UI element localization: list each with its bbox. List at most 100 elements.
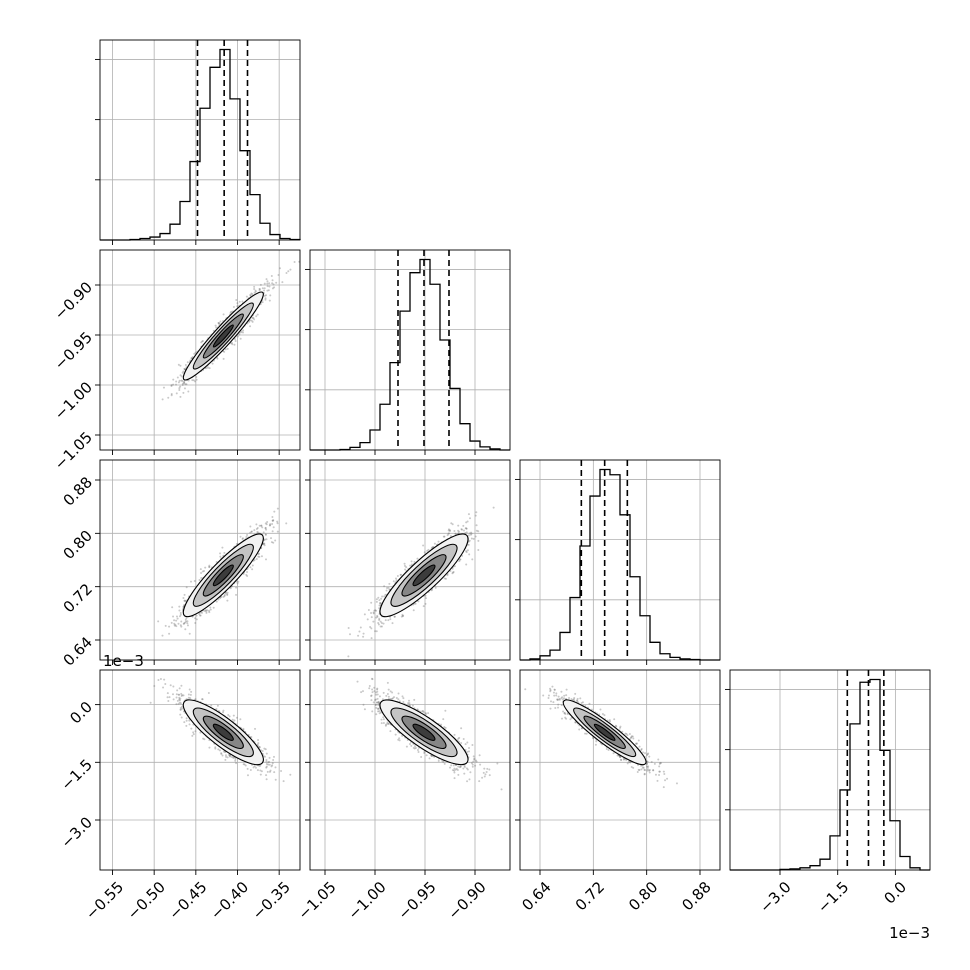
scatter-point (466, 780, 469, 783)
scatter-point (382, 691, 385, 694)
scatter-point (571, 698, 574, 701)
scatter-point (188, 632, 191, 635)
scatter-point (542, 694, 545, 697)
scatter-point (256, 313, 259, 316)
panel-frame-r2-c0 (99, 459, 301, 661)
scatter-point (389, 730, 392, 733)
scatter-point (465, 767, 468, 770)
scatter-point (170, 621, 173, 624)
scatter-point (443, 577, 446, 580)
scatter-point (166, 696, 169, 699)
scatter-point (440, 723, 443, 726)
scatter-point (370, 601, 373, 604)
scatter-point (470, 537, 473, 540)
panel-r3-c0: −0.55−0.50−0.45−0.40−0.35 −3.0 −1.5 0.0 (58, 669, 301, 923)
scatter-point (472, 760, 475, 763)
scatter-point (219, 320, 222, 323)
scatter-point (253, 291, 256, 294)
scatter-point (226, 594, 229, 597)
scatter-point (481, 776, 484, 779)
scatter-point (451, 523, 454, 526)
scatter-point (224, 348, 227, 351)
scatter-point (242, 329, 245, 332)
scatter-point (162, 386, 165, 389)
ytick-label-p1-1: −1.00 (51, 378, 96, 423)
scatter-point (462, 524, 465, 527)
scatter-point (647, 752, 650, 755)
scatter-point (457, 529, 460, 532)
scatter-point (241, 537, 244, 540)
scatter-point (259, 764, 262, 767)
scatter-point (193, 579, 196, 582)
scatter-point (465, 521, 468, 524)
scatter-point (449, 535, 452, 538)
xtick-label-p2-3: 0.88 (678, 878, 714, 914)
scatter-point (215, 326, 218, 329)
scatter-point (272, 519, 275, 522)
scatter-point (253, 529, 256, 532)
scatter-point (179, 395, 182, 398)
scatter-point (460, 727, 463, 730)
scatter-point (374, 609, 377, 612)
histogram-p2 (520, 468, 720, 661)
scatter-point (379, 620, 382, 623)
scatter-point (250, 319, 253, 322)
scatter-point (472, 755, 475, 758)
scatter-point (452, 571, 455, 574)
scatter-point (380, 722, 383, 725)
scatter-point (397, 738, 400, 741)
scatter-point (650, 760, 653, 763)
scatter-point (426, 549, 429, 552)
scatter-point (403, 564, 406, 567)
scatter-point (360, 691, 363, 694)
scatter-point (230, 310, 233, 313)
scatter-point (258, 524, 261, 527)
scatter-point (208, 565, 211, 568)
scatter-point (467, 543, 470, 546)
scatter-point (188, 688, 191, 691)
scatter-point (190, 690, 193, 693)
scatter-point (267, 761, 270, 764)
scatter-point (182, 694, 185, 697)
scatter-point (453, 733, 456, 736)
scatter-point (178, 701, 181, 704)
scatter-point (640, 748, 643, 751)
scatter-point (550, 700, 553, 703)
scatter-point (375, 630, 378, 633)
scatter-point (561, 696, 564, 699)
scatter-point (376, 701, 379, 704)
scatter-point (274, 539, 277, 542)
scatter-point (560, 717, 563, 720)
scatter-point (276, 507, 279, 510)
scatter-point (563, 712, 566, 715)
scatter-point (363, 708, 366, 711)
scatter-point (469, 517, 472, 520)
scatter-point (172, 383, 175, 386)
scatter-point (393, 615, 396, 618)
scatter-point (268, 760, 271, 763)
scatter-point (239, 718, 242, 721)
scatter-point (563, 697, 566, 700)
scatter-point (245, 295, 248, 298)
scatter-point (228, 755, 231, 758)
scatter-point (258, 288, 261, 291)
scatter-point (459, 558, 462, 561)
scatter-point (638, 768, 641, 771)
scatter-point (369, 626, 372, 629)
scatter-point (643, 769, 646, 772)
scatter-point (246, 767, 249, 770)
scatter-point (176, 689, 179, 692)
scatter-point (362, 635, 365, 638)
scatter-point (246, 571, 249, 574)
scatter-point (238, 333, 241, 336)
scatter-point (184, 618, 187, 621)
scatter-point (149, 701, 152, 704)
scatter-point (262, 542, 265, 545)
scatter-point (488, 768, 491, 771)
contour-level-3-r2-c1 (412, 564, 436, 587)
xtick-label-p2-0: 0.64 (518, 878, 554, 914)
scatter-point (179, 702, 182, 705)
scatter-point (424, 712, 427, 715)
scatter-point (475, 511, 478, 514)
scatter-point (377, 702, 380, 705)
